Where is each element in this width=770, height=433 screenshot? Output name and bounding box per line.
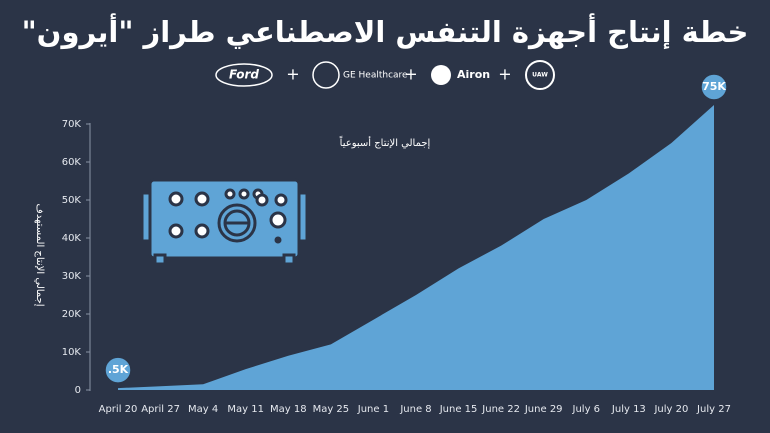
partner-logos: Ford + GE Healthcare + Airon + UAW [215,60,555,90]
y-axis-label: إجمالي الإنتاج المستهدف [34,203,45,306]
x-tick-label: May 25 [313,404,350,415]
ge-logo [312,61,340,89]
x-tick-label: July 20 [653,404,688,415]
ford-logo [215,63,273,87]
airon-logo [431,65,451,85]
y-tick-label: 20K [62,309,82,320]
y-tick-label: 40K [62,233,82,244]
y-tick-label: 10K [62,347,82,358]
x-tick-label: May 18 [270,404,307,415]
annotation: إجمالي الإنتاج أسبوعياً [340,135,431,149]
x-tick-label: June 8 [399,404,431,415]
value-label: .5K [108,363,129,376]
x-tick-label: July 27 [696,404,731,415]
partner-name: Airon [457,68,490,81]
y-tick-label: 30K [62,271,82,282]
callout-bubble [700,73,728,101]
x-tick-label: April 27 [141,404,180,415]
y-tick-label: 50K [62,195,82,206]
y-tick-label: 60K [62,157,82,168]
value-label: 75K [702,80,726,93]
x-tick-label: July 6 [572,404,601,415]
x-tick-label: June 15 [439,404,478,415]
y-tick-label: 0 [75,385,81,396]
y-tick-label: 70K [62,119,82,130]
x-tick-label: July 13 [611,404,646,415]
area [118,105,714,390]
x-tick-label: June 29 [524,404,563,415]
x-tick-label: May 11 [227,404,264,415]
ventilator-illustration [140,178,309,266]
partner-name: Ford [229,68,259,82]
x-tick-label: April 20 [99,404,138,415]
partner-name: GE Healthcare [343,71,408,81]
x-tick-label: June 22 [481,404,520,415]
chart-title: خطة إنتاج أجهزة التنفس الاصطناعي طراز "أ… [22,13,749,50]
separator: + [286,65,299,84]
x-tick-label: June 1 [357,404,389,415]
uaw-logo [525,60,555,90]
separator: + [498,65,511,84]
partner-name: UAW [532,72,548,79]
callout-bubble [104,356,132,384]
separator: + [404,65,417,84]
x-tick-label: May 4 [188,404,218,415]
